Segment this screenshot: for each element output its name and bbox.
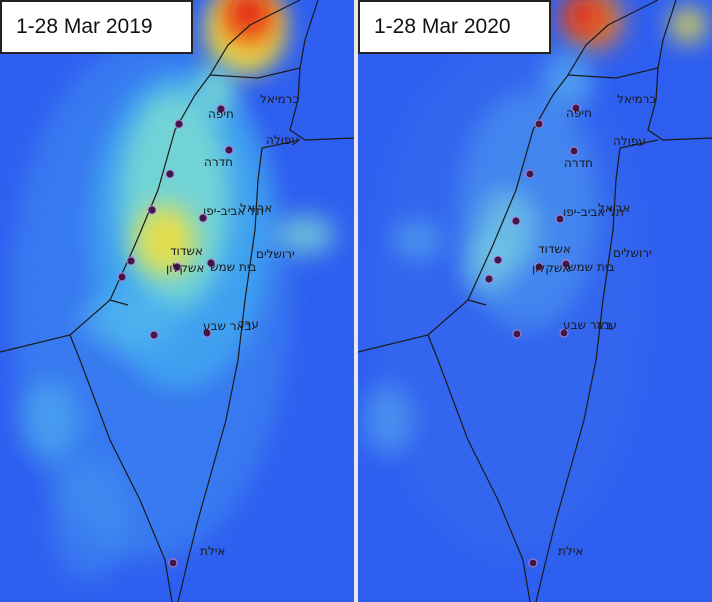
city-marker bbox=[525, 169, 535, 179]
city-marker bbox=[559, 328, 569, 338]
city-label: בית שמש bbox=[568, 260, 615, 274]
city-label: עפולה bbox=[266, 133, 299, 147]
city-marker bbox=[174, 119, 184, 129]
city-marker bbox=[126, 256, 136, 266]
pollution-area bbox=[50, 460, 130, 580]
border-line bbox=[69, 334, 173, 602]
city-label: כרמיאל bbox=[617, 92, 656, 106]
pollution-area bbox=[275, 215, 335, 255]
map-panel-2020: כרמיאל חיפה עפולה חדרה תל אביב-יפו אריאל אשדוד… bbox=[358, 0, 712, 602]
city-marker bbox=[216, 104, 226, 114]
city-marker bbox=[534, 119, 544, 129]
pollution-area bbox=[567, 0, 599, 31]
city-marker bbox=[493, 255, 503, 265]
panel-title: 1-28 Mar 2019 bbox=[0, 0, 193, 54]
city-label: באר שבע bbox=[563, 318, 612, 332]
city-label: חדרה bbox=[564, 156, 593, 170]
city-marker bbox=[202, 328, 212, 338]
city-label: אשקלון bbox=[532, 261, 570, 275]
map-panel-2019: כרמיאל חיפה עפולה חדרה תל אביב-יפו אריאל אשדוד… bbox=[0, 0, 354, 602]
pollution-area bbox=[543, 50, 593, 110]
city-label: חיפה bbox=[566, 106, 592, 120]
city-label: בית שמש bbox=[210, 260, 257, 274]
city-marker bbox=[165, 169, 175, 179]
city-marker bbox=[147, 205, 157, 215]
city-label: ירושלים bbox=[256, 247, 295, 261]
city-marker bbox=[511, 216, 521, 226]
city-label: תל אביב-יפו bbox=[203, 204, 264, 218]
border-line bbox=[427, 334, 531, 602]
city-marker bbox=[555, 214, 565, 224]
city-label: ירושלים bbox=[613, 246, 652, 260]
city-marker bbox=[168, 558, 178, 568]
city-label: אשקלון bbox=[166, 261, 204, 275]
border-line bbox=[177, 139, 301, 602]
city-label: ערד bbox=[596, 318, 617, 332]
city-marker bbox=[528, 558, 538, 568]
city-marker bbox=[117, 272, 127, 282]
pollution-area bbox=[135, 205, 195, 275]
city-marker bbox=[534, 262, 544, 272]
city-marker bbox=[172, 262, 182, 272]
city-marker bbox=[484, 274, 494, 284]
pollution-area bbox=[363, 385, 413, 455]
panel-title: 1-28 Mar 2020 bbox=[358, 0, 551, 54]
city-label: אריאל bbox=[598, 201, 630, 215]
city-label: אילת bbox=[200, 544, 225, 558]
panel-divider bbox=[354, 0, 358, 602]
city-marker bbox=[149, 330, 159, 340]
pollution-area bbox=[80, 290, 180, 350]
pollution-area bbox=[463, 235, 513, 295]
city-marker bbox=[198, 213, 208, 223]
city-label: אילת bbox=[558, 544, 583, 558]
border-line bbox=[289, 67, 354, 141]
pollution-area bbox=[20, 380, 80, 460]
city-label: כרמיאל bbox=[260, 92, 299, 106]
border-line bbox=[647, 67, 712, 141]
border-line bbox=[467, 299, 487, 306]
city-marker bbox=[561, 259, 571, 269]
city-label: באר שבע bbox=[203, 319, 252, 333]
city-marker bbox=[512, 329, 522, 339]
city-label: אשדוד bbox=[170, 244, 203, 258]
city-marker bbox=[569, 146, 579, 156]
pollution-area bbox=[670, 7, 706, 43]
city-label: חדרה bbox=[204, 155, 233, 169]
coastline bbox=[358, 0, 659, 353]
pollution-area bbox=[230, 0, 266, 30]
coastline bbox=[0, 0, 301, 353]
city-label: עפולה bbox=[613, 134, 646, 148]
border-line bbox=[535, 139, 659, 602]
city-label: אשדוד bbox=[538, 242, 571, 256]
city-label: תל אביב-יפו bbox=[563, 205, 624, 219]
pollution-area bbox=[195, 65, 235, 115]
border-line bbox=[109, 299, 129, 306]
city-label: חיפה bbox=[208, 107, 234, 121]
city-marker bbox=[571, 103, 581, 113]
city-marker bbox=[224, 145, 234, 155]
city-label: ערד bbox=[238, 317, 259, 331]
city-marker bbox=[206, 258, 216, 268]
city-label: אריאל bbox=[240, 201, 272, 215]
pollution-area bbox=[393, 220, 443, 260]
